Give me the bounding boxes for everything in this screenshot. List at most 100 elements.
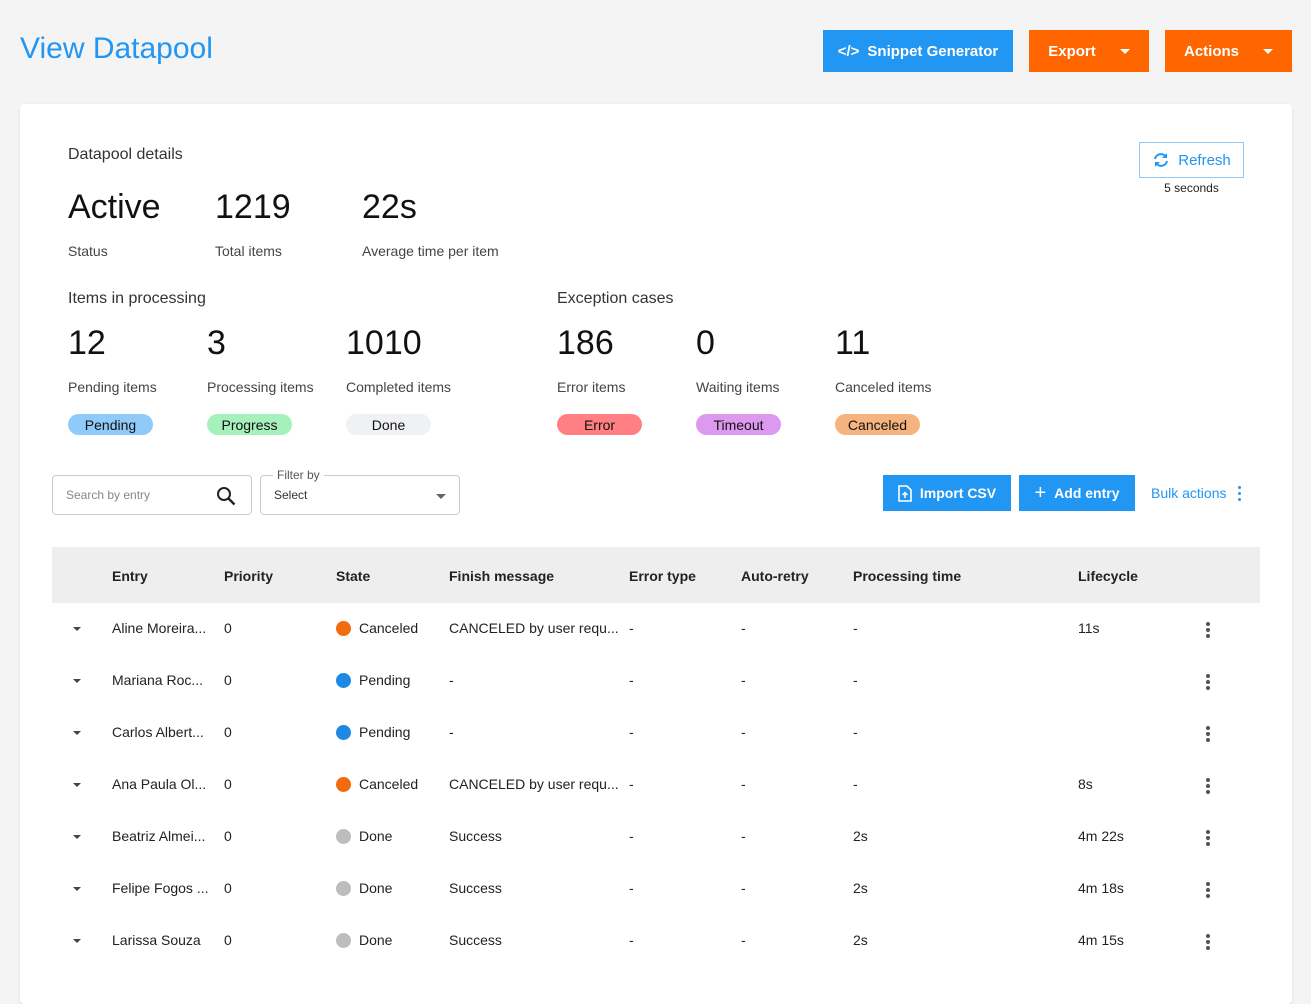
expand-arrow-icon[interactable] [73, 679, 81, 683]
table-cell: 8s [1078, 776, 1093, 792]
column-header[interactable]: Processing time [853, 568, 962, 584]
snippet-generator-button[interactable]: </> Snippet Generator [823, 30, 1013, 72]
state-text: Canceled [359, 620, 419, 636]
state-text: Done [359, 880, 393, 896]
total-items-label: Total items [215, 243, 282, 259]
expand-arrow-icon[interactable] [73, 939, 81, 943]
row-menu-icon[interactable] [1206, 778, 1210, 794]
import-csv-button[interactable]: Import CSV [883, 475, 1011, 511]
state-dot-icon [336, 881, 351, 896]
state-cell: Done [336, 828, 392, 844]
expand-arrow-icon[interactable] [73, 887, 81, 891]
add-entry-button[interactable]: + Add entry [1019, 475, 1135, 511]
state-badge: Done [346, 414, 431, 435]
table-cell: CANCELED by user requ... [449, 776, 619, 792]
status-value: Active [68, 188, 161, 226]
table-cell: - [741, 620, 746, 636]
table-cell: Mariana Roc... [112, 672, 204, 688]
table-cell: - [629, 880, 634, 896]
table-cell: - [629, 932, 634, 948]
state-text: Done [359, 828, 393, 844]
details-heading: Datapool details [68, 146, 183, 163]
table-row: Beatriz Almei... 0 Done Success - - 2s 4m 22s [52, 811, 1260, 863]
state-badge: Error [557, 414, 642, 435]
plus-icon: + [1034, 481, 1047, 504]
stat-label: Processing items [207, 379, 314, 395]
filter-value: Select [274, 488, 308, 502]
kebab-icon [1238, 485, 1242, 501]
caret-down-icon [1263, 48, 1273, 54]
state-cell: Done [336, 932, 392, 948]
exceptions-heading: Exception cases [557, 290, 674, 307]
table-cell: Success [449, 880, 502, 896]
stat-value: 0 [696, 324, 715, 362]
row-menu-icon[interactable] [1206, 934, 1210, 950]
column-header[interactable]: Finish message [449, 568, 555, 584]
column-header[interactable]: Lifecycle [1078, 568, 1138, 584]
table-cell: - [741, 828, 746, 844]
column-header[interactable]: State [336, 568, 371, 584]
stat-label: Waiting items [696, 379, 780, 395]
table-cell: 4m 22s [1078, 828, 1124, 844]
search-input[interactable]: Search by entry [52, 475, 252, 515]
table-cell: CANCELED by user requ... [449, 620, 619, 636]
expand-arrow-icon[interactable] [73, 731, 81, 735]
export-button[interactable]: Export [1029, 30, 1149, 72]
snippet-label: Snippet Generator [867, 42, 999, 60]
table-cell: - [741, 932, 746, 948]
table-cell: Ana Paula Ol... [112, 776, 207, 792]
table-cell: - [741, 776, 746, 792]
stat-label: Pending items [68, 379, 157, 395]
table-cell: 11s [1078, 620, 1100, 636]
state-badge: Timeout [696, 414, 781, 435]
row-menu-icon[interactable] [1206, 674, 1210, 690]
table-row: Carlos Albert... 0 Pending - - - - [52, 707, 1260, 759]
expand-arrow-icon[interactable] [73, 783, 81, 787]
state-text: Done [359, 932, 393, 948]
refresh-button[interactable]: Refresh [1139, 142, 1244, 178]
table-cell: - [741, 724, 746, 740]
stat-label: Error items [557, 379, 626, 395]
filter-select[interactable]: Select Filter by [260, 468, 460, 515]
table-cell: - [629, 776, 634, 792]
actions-button[interactable]: Actions [1165, 30, 1292, 72]
row-menu-icon[interactable] [1206, 882, 1210, 898]
state-dot-icon [336, 725, 351, 740]
table-row: Mariana Roc... 0 Pending - - - - [52, 655, 1260, 707]
table-cell: 0 [224, 724, 232, 740]
state-badge: Canceled [835, 414, 920, 435]
table-cell: 0 [224, 776, 232, 792]
import-label: Import CSV [919, 485, 997, 501]
row-menu-icon[interactable] [1206, 830, 1210, 846]
table-cell: - [629, 672, 634, 688]
state-dot-icon [336, 673, 351, 688]
state-badge: Progress [207, 414, 292, 435]
caret-down-icon [1119, 48, 1130, 54]
state-dot-icon [336, 621, 351, 636]
column-header[interactable]: Entry [112, 568, 148, 584]
status-label: Status [68, 243, 108, 259]
caret-down-icon [436, 494, 446, 499]
table-cell: - [853, 776, 858, 792]
state-cell: Canceled [336, 620, 418, 636]
table-cell: 0 [224, 620, 232, 636]
refresh-icon [1154, 153, 1169, 167]
expand-arrow-icon[interactable] [73, 835, 81, 839]
table-cell: - [853, 620, 858, 636]
state-text: Canceled [359, 776, 419, 792]
table-cell: 4m 15s [1078, 932, 1124, 948]
column-header[interactable]: Priority [224, 568, 274, 584]
table-cell: Larissa Souza [112, 932, 201, 948]
table-cell: Beatriz Almei... [112, 828, 206, 844]
table-cell: - [853, 672, 858, 688]
column-header[interactable]: Error type [629, 568, 696, 584]
table-cell: - [741, 672, 746, 688]
total-items-value: 1219 [215, 188, 291, 226]
bulk-actions-button[interactable]: Bulk actions [1151, 485, 1242, 501]
refresh-interval: 5 seconds [1164, 181, 1219, 195]
search-placeholder: Search by entry [66, 488, 151, 502]
row-menu-icon[interactable] [1206, 622, 1210, 638]
column-header[interactable]: Auto-retry [741, 568, 809, 584]
expand-arrow-icon[interactable] [73, 627, 81, 631]
row-menu-icon[interactable] [1206, 726, 1210, 742]
